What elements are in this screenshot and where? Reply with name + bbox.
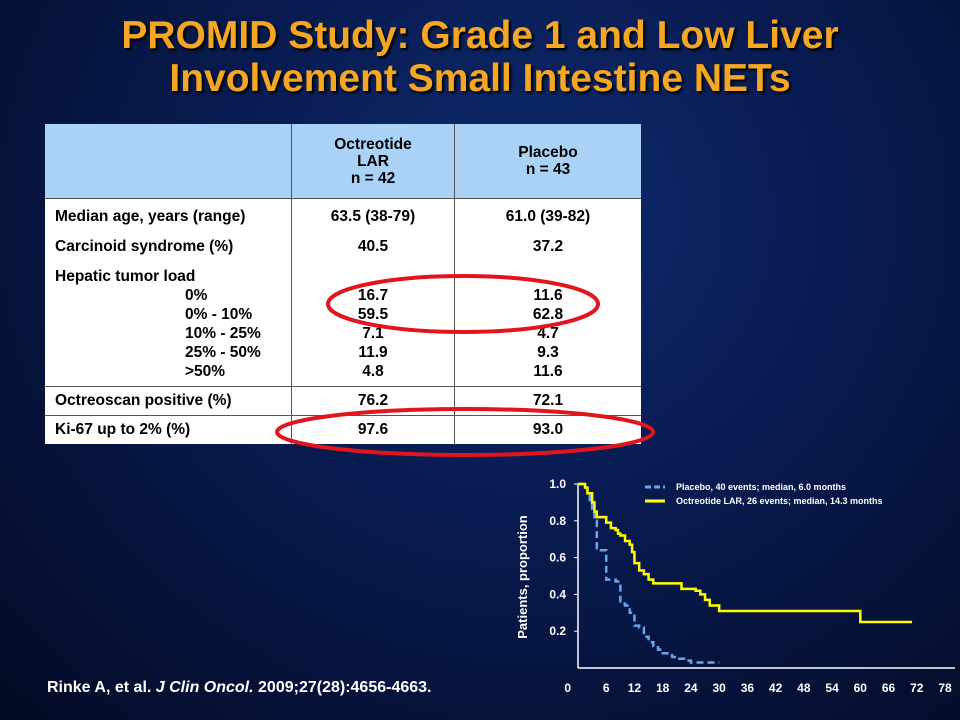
octreotide-values-cell: 63.5 (38-79) 40.5 16.7 59.5 7.1 11.9 4.8 bbox=[291, 198, 455, 387]
y-tick-label: 1.0 bbox=[549, 477, 566, 491]
header-placebo-line1: Placebo bbox=[518, 144, 578, 161]
x-tick-label: 48 bbox=[797, 681, 811, 695]
value-placebo-hepatic-0: 11.6 bbox=[533, 287, 563, 304]
row-label-hepatic-4: >50% bbox=[185, 363, 226, 380]
row-label-cell: Ki-67 up to 2% (%) bbox=[45, 415, 292, 444]
value-octreotide-carcinoid: 40.5 bbox=[357, 238, 389, 255]
value-placebo-median-age: 61.0 (39-82) bbox=[505, 208, 591, 225]
table-row: Octreoscan positive (%) 76.2 72.1 bbox=[45, 386, 641, 416]
row-label-carcinoid: Carcinoid syndrome (%) bbox=[55, 238, 234, 255]
row-label-octreoscan: Octreoscan positive (%) bbox=[55, 392, 232, 409]
x-tick-label: 12 bbox=[628, 681, 642, 695]
x-tick-label: 24 bbox=[684, 681, 698, 695]
km-chart: Patients, proportion 0 6 12 18 24 30 36 42 48 54 6… bbox=[515, 477, 955, 695]
row-label-hepatic-2: 10% - 25% bbox=[185, 325, 261, 342]
x-tick-label: 72 bbox=[910, 681, 924, 695]
chart-legend: Placebo, 40 events; median, 6.0 months O… bbox=[645, 482, 883, 506]
title-line-1: PROMID Study: Grade 1 and Low Liver bbox=[121, 14, 839, 57]
row-label-ki67: Ki-67 up to 2% (%) bbox=[55, 421, 191, 438]
highlight-ellipse-hepatic bbox=[326, 274, 600, 334]
value-placebo-hepatic-1: 62.8 bbox=[532, 306, 564, 323]
table-row: Ki-67 up to 2% (%) 97.6 93.0 bbox=[45, 415, 641, 444]
x-tick-label: 78 bbox=[938, 681, 952, 695]
row-label-hepatic-3: 25% - 50% bbox=[185, 344, 261, 361]
header-placebo: Placebo n = 43 bbox=[454, 124, 641, 199]
series-line-octreotide bbox=[578, 482, 913, 624]
x-tick-label: 66 bbox=[882, 681, 896, 695]
x-tick-label: 42 bbox=[769, 681, 783, 695]
title-line-2: Involvement Small Intestine NETs bbox=[169, 57, 791, 100]
row-label-cell: Octreoscan positive (%) bbox=[45, 386, 292, 416]
value-octreotide-ki67: 97.6 bbox=[291, 415, 455, 444]
value-octreotide-hepatic-2: 7.1 bbox=[362, 325, 384, 342]
value-placebo-hepatic-4: 11.6 bbox=[533, 363, 563, 380]
header-empty-cell bbox=[45, 124, 292, 199]
y-tick-label: 0.4 bbox=[549, 587, 566, 601]
y-tick-label: 0.8 bbox=[549, 514, 566, 528]
x-tick-label: 54 bbox=[825, 681, 839, 695]
header-placebo-line2: n = 43 bbox=[525, 161, 571, 178]
table-row: Median age, years (range) Carcinoid synd… bbox=[45, 198, 641, 387]
y-tick-label: 0.2 bbox=[549, 624, 566, 638]
row-label-cell: Median age, years (range) Carcinoid synd… bbox=[45, 198, 292, 387]
value-placebo-ki67: 93.0 bbox=[454, 415, 641, 444]
value-placebo-hepatic-2: 4.7 bbox=[537, 325, 559, 342]
header-octreotide-line2: LAR bbox=[357, 152, 389, 170]
value-octreotide-median-age: 63.5 (38-79) bbox=[330, 208, 416, 225]
highlight-ellipse-ki67 bbox=[275, 407, 655, 457]
tick-labels: 0 6 12 18 24 30 36 42 48 54 60 66 72 78 0.2 0.4 0.6 0.8 1.… bbox=[549, 477, 952, 695]
legend-label-placebo: Placebo, 40 events; median, 6.0 months bbox=[676, 482, 846, 492]
header-octreotide-line1: Octreotide bbox=[334, 135, 412, 153]
y-axis-label: Patients, proportion bbox=[515, 515, 530, 639]
x-tick-label: 0 bbox=[564, 681, 571, 695]
value-placebo-carcinoid: 37.2 bbox=[532, 238, 564, 255]
slide-title: PROMID Study: Grade 1 and Low Liver Invo… bbox=[0, 14, 960, 100]
baseline-characteristics-table: Octreotide LAR n = 42 Placebo n = 43 Med… bbox=[45, 124, 641, 444]
citation-ref: 2009;27(28):4656-4663. bbox=[258, 679, 432, 696]
value-octreotide-hepatic-0: 16.7 bbox=[357, 287, 389, 304]
row-label-hepatic: Hepatic tumor load bbox=[55, 268, 196, 285]
x-tick-label: 60 bbox=[854, 681, 868, 695]
citation-journal: J Clin Oncol. bbox=[155, 679, 254, 696]
value-octreotide-hepatic-4: 4.8 bbox=[362, 363, 384, 380]
row-label-hepatic-0: 0% bbox=[185, 287, 208, 304]
row-label-hepatic-1: 0% - 10% bbox=[185, 306, 253, 323]
citation: Rinke A, et al. J Clin Oncol. 2009;27(28… bbox=[47, 679, 432, 697]
header-octreotide: Octreotide LAR n = 42 bbox=[291, 124, 455, 199]
x-tick-label: 30 bbox=[712, 681, 726, 695]
x-tick-label: 6 bbox=[603, 681, 610, 695]
legend-label-octreotide: Octreotide LAR, 26 events; median, 14.3 … bbox=[676, 496, 883, 506]
x-tick-label: 18 bbox=[656, 681, 670, 695]
value-octreotide-hepatic-1: 59.5 bbox=[357, 306, 389, 323]
series-group bbox=[578, 482, 913, 664]
x-tick-label: 36 bbox=[741, 681, 755, 695]
table-header-row: Octreotide LAR n = 42 Placebo n = 43 bbox=[45, 124, 641, 199]
header-octreotide-line3: n = 42 bbox=[350, 169, 396, 187]
row-label-median-age: Median age, years (range) bbox=[55, 208, 246, 225]
citation-authors: Rinke A, et al. bbox=[47, 679, 152, 696]
value-octreotide-hepatic-3: 11.9 bbox=[358, 344, 388, 361]
y-tick-label: 0.6 bbox=[549, 551, 566, 565]
placebo-values-cell: 61.0 (39-82) 37.2 11.6 62.8 4.7 9.3 11.6 bbox=[454, 198, 641, 387]
value-placebo-hepatic-3: 9.3 bbox=[537, 344, 559, 361]
